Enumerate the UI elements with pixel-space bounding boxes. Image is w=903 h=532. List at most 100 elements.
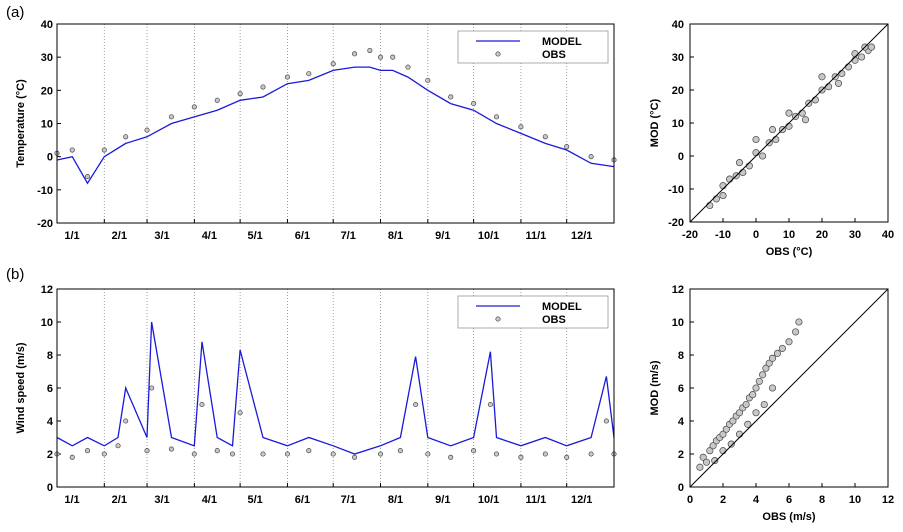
scatter-point — [773, 349, 782, 357]
scatter-point — [785, 122, 793, 130]
x-tick-label: 11/1 — [526, 494, 547, 506]
obs-point — [144, 448, 150, 454]
obs-point — [471, 448, 477, 454]
x-tick-label: 0 — [687, 494, 693, 506]
scatter-point — [765, 359, 773, 367]
x-tick-label: -10 — [715, 229, 731, 241]
legend-obs-swatch — [495, 51, 501, 57]
scatter-point — [735, 159, 744, 167]
scatter-point — [712, 195, 720, 203]
x-tick-label: 8/1 — [388, 230, 403, 242]
x-tick-label: 7/1 — [341, 494, 356, 506]
scatter-point — [696, 463, 704, 471]
obs-point — [367, 47, 373, 54]
y-tick-label: 20 — [41, 85, 53, 97]
x-tick-label: 0 — [753, 229, 759, 241]
scatter-point — [838, 69, 846, 78]
x-tick-label: 2 — [720, 494, 726, 506]
legend-obs-label: OBS — [542, 49, 566, 61]
scatter-point — [768, 384, 777, 392]
y-tick-label: -10 — [668, 184, 684, 196]
y-tick-label: 2 — [47, 449, 53, 461]
plot-frame — [56, 23, 615, 224]
scatter-point — [719, 182, 727, 190]
y-tick-label: 30 — [41, 52, 53, 64]
obs-point — [518, 124, 524, 130]
x-tick-label: 5/1 — [247, 230, 262, 242]
obs-point — [284, 451, 290, 457]
scatter-point — [735, 430, 744, 438]
scatter-point — [745, 162, 753, 170]
obs-point — [191, 104, 197, 110]
x-tick-label: 9/1 — [435, 230, 450, 242]
x-tick-label: 7/1 — [341, 230, 356, 242]
obs-point — [101, 147, 107, 153]
scatter-point — [795, 318, 803, 326]
x-tick-label: 12 — [882, 494, 894, 506]
obs-point — [101, 451, 107, 457]
scatter-point — [792, 328, 800, 336]
y-tick-label: 8 — [678, 350, 684, 362]
legend-obs-label: OBS — [542, 314, 566, 326]
x-tick-label: 4/1 — [202, 230, 217, 242]
scatter-point — [825, 83, 833, 91]
obs-point — [69, 454, 75, 460]
x-tick-label: 8 — [819, 494, 825, 506]
obs-point — [199, 401, 205, 408]
scatter-point — [768, 126, 777, 134]
scatter-point — [706, 447, 714, 455]
scatter-point — [749, 391, 757, 399]
obs-point — [471, 101, 477, 107]
scatter-point — [762, 364, 770, 372]
legend-model-label: MODEL — [542, 301, 582, 313]
y-tick-label: 10 — [41, 119, 53, 131]
obs-point — [352, 454, 358, 460]
x-tick-label: 6/1 — [295, 230, 310, 242]
plot-frame — [689, 288, 889, 488]
y-tick-label: 8 — [47, 350, 53, 362]
scatter-point — [709, 442, 717, 450]
scatter-point — [719, 430, 727, 438]
scatter-point — [759, 152, 767, 160]
scatter-point — [744, 420, 752, 428]
y-axis-label: Wind speed (m/s) — [15, 342, 27, 433]
y-axis-label: Temperature (°C) — [15, 79, 27, 168]
scatter-point — [768, 354, 777, 362]
scatter-point — [739, 168, 747, 177]
legend-obs-swatch — [495, 316, 501, 322]
legend-model-label: MODEL — [542, 36, 582, 48]
y-tick-label: 4 — [47, 416, 54, 428]
obs-point — [214, 448, 220, 454]
scatter-point — [818, 73, 826, 81]
obs-point — [588, 154, 594, 160]
panel-label-b: (b) — [6, 266, 24, 283]
x-tick-label: 10 — [849, 494, 861, 506]
scatter-point — [752, 149, 760, 157]
y-tick-label: -20 — [668, 217, 684, 229]
obs-point — [377, 54, 384, 60]
y-tick-label: 4 — [678, 416, 685, 428]
x-tick-label: 1/1 — [64, 494, 79, 506]
x-tick-label: 12/1 — [571, 494, 592, 506]
y-tick-label: 40 — [41, 19, 53, 31]
obs-point — [260, 84, 266, 90]
obs-point — [237, 91, 243, 97]
obs-point — [84, 448, 91, 454]
obs-point — [487, 401, 493, 408]
x-tick-label: 4 — [753, 494, 760, 506]
scatter-point — [785, 338, 793, 346]
scatter-point — [719, 192, 727, 200]
y-tick-label: 12 — [672, 284, 684, 296]
obs-point — [405, 64, 411, 70]
obs-point — [306, 71, 312, 77]
obs-point — [448, 94, 454, 100]
scatter-point — [726, 175, 734, 183]
scatter-point — [851, 56, 859, 64]
obs-point — [214, 97, 220, 103]
obs-point — [493, 451, 500, 457]
scatter-point — [867, 43, 876, 51]
x-tick-label: 9/1 — [435, 494, 450, 506]
obs-point — [306, 448, 312, 454]
